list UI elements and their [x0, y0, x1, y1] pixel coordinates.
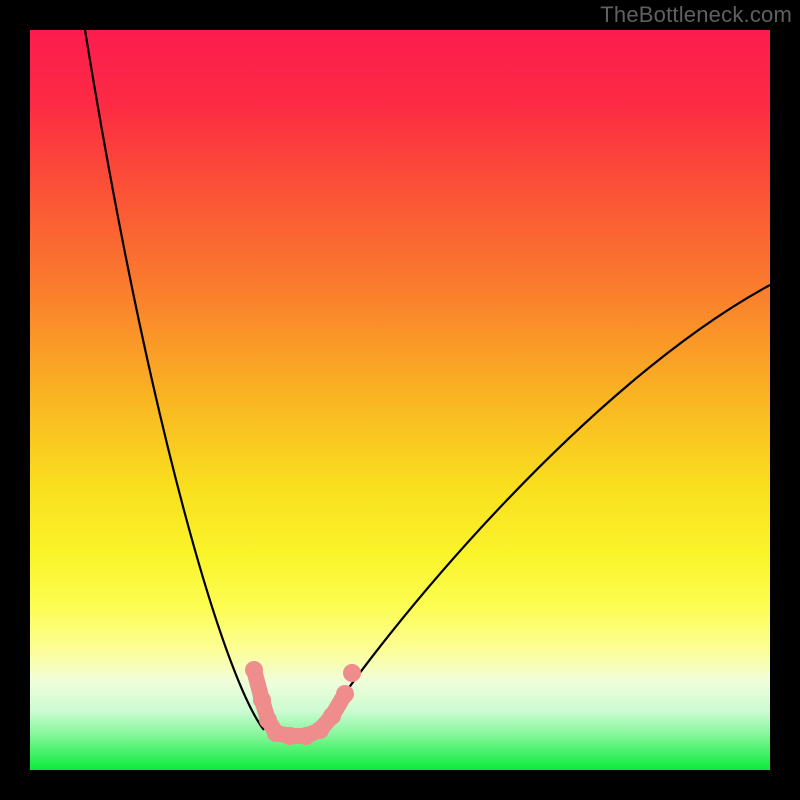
bead-dot — [343, 664, 361, 682]
bead-dot — [323, 707, 341, 725]
watermark-text: TheBottleneck.com — [600, 2, 792, 28]
bead-dot — [253, 691, 271, 709]
chart-frame: TheBottleneck.com — [0, 0, 800, 800]
bead-dot — [336, 685, 354, 703]
plot-gradient-area — [30, 30, 770, 770]
bottleneck-chart — [0, 0, 800, 800]
bead-dot — [281, 727, 299, 745]
bead-dot — [245, 661, 263, 679]
bead-dot — [311, 721, 329, 739]
